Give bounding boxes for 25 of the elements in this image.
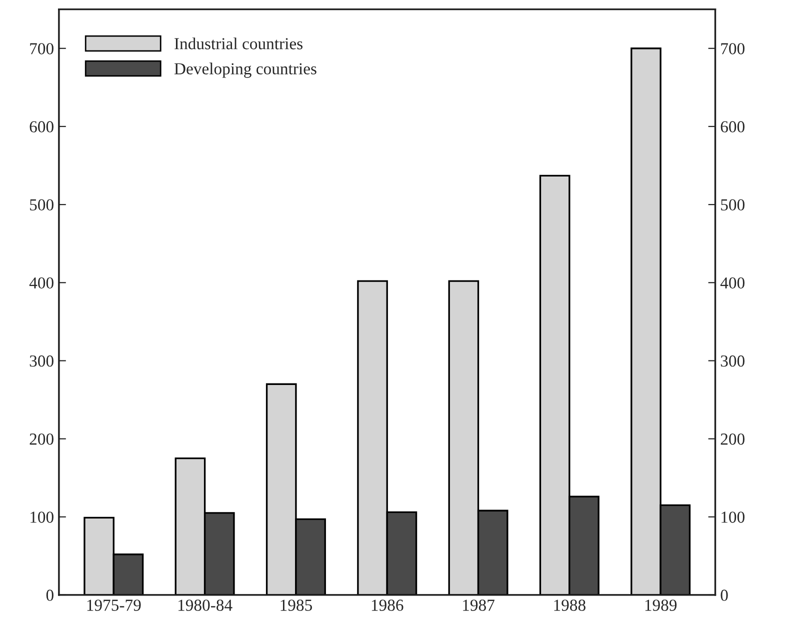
y2-tick-label: 700 [721,43,744,54]
y-tick-label: 400 [29,277,54,289]
y2-tick-label: 600 [720,121,744,132]
y-tick-label: 100 [30,512,54,523]
legend-label: Industrial countries [174,38,302,50]
legend-label: Developing countries [174,62,316,78]
x-tick-label: 1980-84 [178,600,232,611]
y2-tick-label: 0 [720,590,728,601]
x-tick-label: 1986 [372,600,404,611]
y-tick-label: 300 [30,355,54,367]
y2-tick-label: 300 [720,355,744,367]
y-tick-label: 200 [30,434,54,445]
y2-tick-label: 100 [722,512,744,523]
x-tick-label: 1989 [645,600,677,611]
y2-tick-label: 200 [720,434,744,445]
y-tick-label: 500 [30,199,54,210]
x-tick-label: 1975-79 [87,600,141,611]
x-tick-label: 1987 [463,600,494,611]
x-tick-label: 1988 [554,600,586,611]
x-tick-label: 1985 [280,600,312,611]
y-tick-label: 0 [46,590,54,601]
y2-tick-label: 400 [720,277,744,289]
y2-tick-label: 500 [721,199,744,210]
y-tick-label: 600 [30,121,54,132]
y-tick-label: 700 [30,43,54,54]
